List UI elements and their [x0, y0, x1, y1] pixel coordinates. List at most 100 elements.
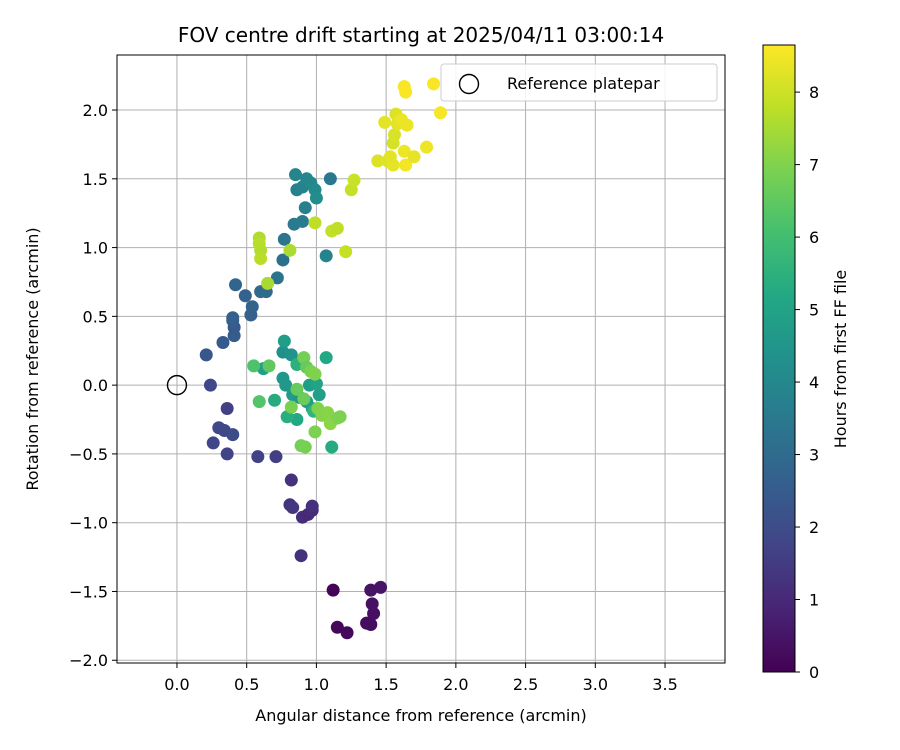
plot-background [117, 55, 725, 663]
data-point [371, 154, 385, 168]
data-point [284, 473, 298, 487]
x-tick-label: 2.0 [443, 675, 468, 694]
x-tick-label: 2.5 [513, 675, 538, 694]
x-tick-label: 3.5 [652, 675, 677, 694]
data-point [277, 334, 291, 348]
data-point [252, 395, 266, 409]
data-point [216, 335, 230, 349]
data-point [365, 597, 379, 611]
data-point [397, 144, 411, 158]
data-point [220, 402, 234, 416]
data-point [319, 351, 333, 365]
legend-label: Reference platepar [507, 74, 660, 93]
data-point [383, 150, 397, 164]
data-point [434, 106, 448, 120]
colorbar-tick-label: 1 [809, 591, 819, 610]
data-point [199, 348, 213, 362]
y-tick-label: 0.5 [83, 307, 108, 326]
colorbar: 0 1 2 3 4 5 6 7 8 Hours from first FF file [762, 44, 850, 682]
data-point [347, 173, 361, 187]
plot-area: 0.0 0.5 1.0 1.5 2.0 2.5 3.0 3.5 −2.0 −1.5 −1.0 −0.… [69, 54, 726, 694]
data-point [279, 378, 293, 392]
data-point [269, 450, 283, 464]
data-point [378, 115, 392, 129]
data-point [309, 377, 323, 391]
x-tick-label: 1.5 [373, 675, 398, 694]
grid [117, 55, 725, 663]
plot-frame [116, 54, 726, 664]
data-point [330, 620, 344, 634]
legend-box [440, 63, 718, 102]
colorbar-tick-label: 2 [809, 518, 819, 537]
data-point [262, 359, 276, 373]
colorbar-tick-label: 8 [809, 83, 819, 102]
x-tick-label: 1.0 [304, 675, 329, 694]
data-point [420, 140, 434, 154]
y-axis-label: Rotation from reference (arcmin) [23, 227, 42, 490]
data-point [203, 378, 217, 392]
data-point [245, 300, 259, 314]
data-point [254, 252, 268, 266]
data-point [305, 499, 319, 513]
x-axis-label: Angular distance from reference (arcmin) [255, 706, 586, 725]
data-point [284, 400, 298, 414]
colorbar-tick-label: 4 [809, 373, 819, 392]
data-point [288, 168, 302, 182]
data-point [290, 382, 304, 396]
colorbar-tick-label: 6 [809, 228, 819, 247]
y-tick-label: −1.5 [69, 582, 108, 601]
data-point [308, 216, 322, 230]
data-point [330, 221, 344, 235]
colorbar-label: Hours from first FF file [831, 270, 850, 449]
y-tick-label: −1.0 [69, 514, 108, 533]
colorbar-tick-label: 0 [809, 663, 819, 682]
data-point [308, 425, 322, 439]
data-point [297, 392, 311, 406]
data-point [295, 214, 309, 228]
colorbar-tick-label: 3 [809, 446, 819, 465]
data-point [333, 410, 347, 424]
data-point [400, 118, 414, 132]
y-axis-ticks: −2.0 −1.5 −1.0 −0.5 0.0 0.5 1.0 1.5 2.0 [69, 101, 117, 670]
data-point [206, 436, 220, 450]
data-point [238, 289, 252, 303]
data-point [364, 583, 378, 597]
y-tick-label: −2.0 [69, 651, 108, 670]
chart-title: FOV centre drift starting at 2025/04/11 … [178, 23, 664, 47]
reference-platepar-marker [166, 374, 188, 396]
y-tick-label: 1.5 [83, 170, 108, 189]
data-point [427, 77, 441, 91]
y-tick-label: 0.0 [83, 376, 108, 395]
data-point [261, 276, 275, 290]
data-point [339, 245, 353, 259]
legend: Reference platepar [440, 63, 718, 102]
x-tick-label: 3.0 [583, 675, 608, 694]
data-point [309, 191, 323, 205]
data-point [276, 253, 290, 267]
y-tick-label: 1.0 [83, 239, 108, 258]
colorbar-ticks: 0 1 2 3 4 5 6 7 8 [795, 83, 819, 682]
data-point [283, 243, 297, 257]
y-tick-label: 2.0 [83, 101, 108, 120]
data-point [284, 348, 298, 362]
x-axis-ticks: 0.0 0.5 1.0 1.5 2.0 2.5 3.0 3.5 [164, 663, 678, 694]
colorbar-gradient [762, 44, 796, 673]
data-point [374, 580, 388, 594]
data-point [286, 501, 300, 515]
data-point [388, 128, 402, 142]
colorbar-tick-label: 5 [809, 301, 819, 320]
data-points [199, 77, 448, 640]
data-point [399, 85, 413, 99]
data-point [268, 393, 282, 407]
data-point [251, 450, 265, 464]
data-point [226, 311, 240, 325]
data-point [325, 440, 339, 454]
data-point [220, 447, 234, 461]
data-point [321, 406, 335, 420]
colorbar-tick-label: 7 [809, 156, 819, 175]
data-point [312, 388, 326, 402]
legend-marker-icon [458, 73, 480, 95]
data-point [247, 359, 261, 373]
data-point [229, 278, 243, 292]
